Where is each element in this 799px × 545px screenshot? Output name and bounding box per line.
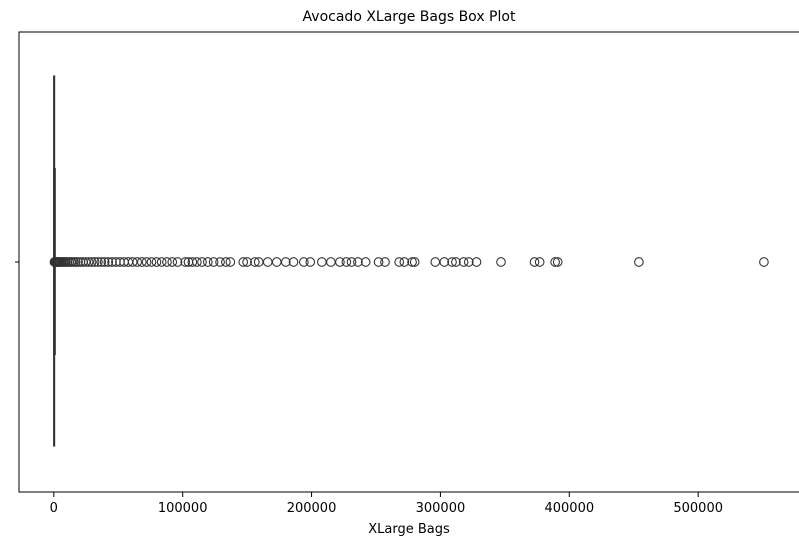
- outlier-point: [409, 257, 420, 267]
- outlier-point: [360, 257, 371, 267]
- outlier-point: [89, 257, 100, 267]
- outlier-point: [93, 257, 103, 267]
- outlier-point: [192, 257, 202, 267]
- outlier-point: [280, 257, 291, 267]
- outlier-point: [73, 257, 83, 267]
- outlier-point: [220, 257, 231, 267]
- outlier-point: [451, 257, 461, 267]
- outlier-point: [305, 257, 316, 267]
- outlier-point: [458, 257, 469, 267]
- outlier-point: [249, 257, 260, 267]
- outlier-point: [215, 257, 225, 267]
- outlier-point: [447, 257, 457, 267]
- outlier-point: [552, 257, 563, 267]
- outlier-point: [634, 257, 644, 267]
- outlier-point: [271, 257, 282, 267]
- x-axis-ticks: 0 100000 200000 300000 400000 500000: [50, 492, 723, 516]
- outlier-point: [208, 257, 219, 267]
- outlier-point: [225, 257, 236, 267]
- outlier-point: [529, 257, 540, 267]
- outlier-point: [162, 257, 172, 267]
- outlier-point: [463, 257, 474, 267]
- outlier-point: [496, 257, 506, 267]
- outlier-point: [136, 257, 147, 267]
- x-tick-label: 300000: [416, 501, 466, 516]
- outlier-point: [262, 257, 273, 267]
- outlier-point: [141, 257, 152, 267]
- outlier-point: [167, 257, 178, 267]
- outlier-point: [471, 257, 482, 267]
- outlier-point: [103, 257, 114, 267]
- outlier-point: [127, 257, 138, 267]
- outlier-point: [202, 257, 213, 267]
- outlier-point: [242, 257, 252, 267]
- outlier-point: [151, 257, 162, 267]
- outlier-points: [49, 257, 769, 267]
- outlier-point: [146, 257, 157, 267]
- outlier-point: [373, 257, 384, 267]
- outlier-point: [346, 257, 357, 267]
- outlier-point: [759, 257, 769, 267]
- outlier-point: [96, 257, 107, 267]
- outlier-point: [70, 257, 81, 267]
- x-tick-label: 100000: [158, 501, 208, 516]
- outlier-point: [132, 257, 143, 267]
- outlier-point: [197, 257, 207, 267]
- outlier-point: [86, 257, 97, 267]
- outlier-point: [99, 257, 110, 267]
- x-tick-label: 400000: [544, 501, 594, 516]
- outlier-point: [156, 257, 167, 267]
- outlier-point: [394, 257, 405, 267]
- outlier-point: [180, 257, 191, 267]
- outlier-point: [288, 257, 299, 267]
- outlier-point: [317, 257, 327, 267]
- outlier-point: [407, 257, 417, 267]
- outlier-point: [353, 257, 363, 267]
- outlier-point: [550, 257, 560, 267]
- outlier-point: [238, 257, 249, 267]
- outlier-point: [335, 257, 345, 267]
- chart-title: Avocado XLarge Bags Box Plot: [303, 9, 516, 25]
- outlier-point: [341, 257, 352, 267]
- outlier-point: [399, 257, 410, 267]
- outlier-point: [83, 257, 94, 267]
- x-tick-label: 500000: [673, 501, 723, 516]
- outlier-point: [326, 257, 336, 267]
- outlier-point: [187, 257, 198, 267]
- outlier-point: [298, 257, 309, 267]
- x-axis-label: XLarge Bags: [368, 522, 450, 537]
- outlier-point: [172, 257, 183, 267]
- outlier-point: [439, 257, 450, 267]
- outlier-point: [380, 257, 390, 267]
- x-tick-label: 0: [50, 501, 58, 516]
- outlier-point: [534, 257, 545, 267]
- outlier-point: [107, 257, 117, 267]
- outlier-point: [430, 257, 441, 267]
- x-tick-label: 200000: [287, 501, 337, 516]
